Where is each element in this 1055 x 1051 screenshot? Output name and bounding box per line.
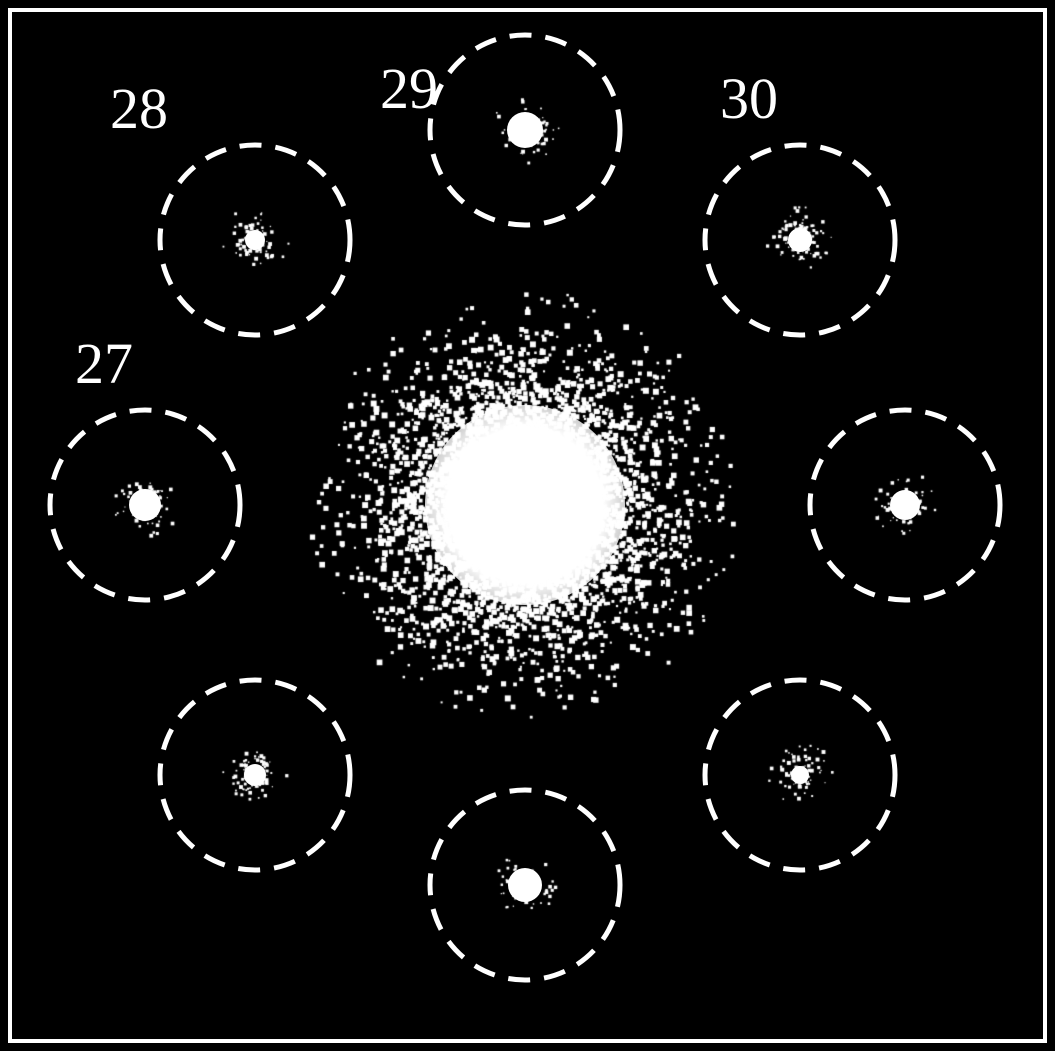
satellite-ring-33 bbox=[423, 783, 627, 987]
satellite-ring-31 bbox=[803, 403, 1007, 607]
satellite-ring-27 bbox=[43, 403, 247, 607]
satellite-ring-30 bbox=[698, 138, 902, 342]
satellite-label-30: 30 bbox=[720, 65, 778, 132]
satellite-label-28: 28 bbox=[110, 75, 168, 142]
satellite-ring-34 bbox=[153, 673, 357, 877]
satellite-ring-28 bbox=[153, 138, 357, 342]
satellite-ring-29 bbox=[423, 28, 627, 232]
satellite-label-27: 27 bbox=[75, 330, 133, 397]
satellite-label-29: 29 bbox=[380, 55, 438, 122]
diffraction-figure: 27 28 29 30 bbox=[0, 0, 1055, 1051]
satellite-ring-32 bbox=[698, 673, 902, 877]
